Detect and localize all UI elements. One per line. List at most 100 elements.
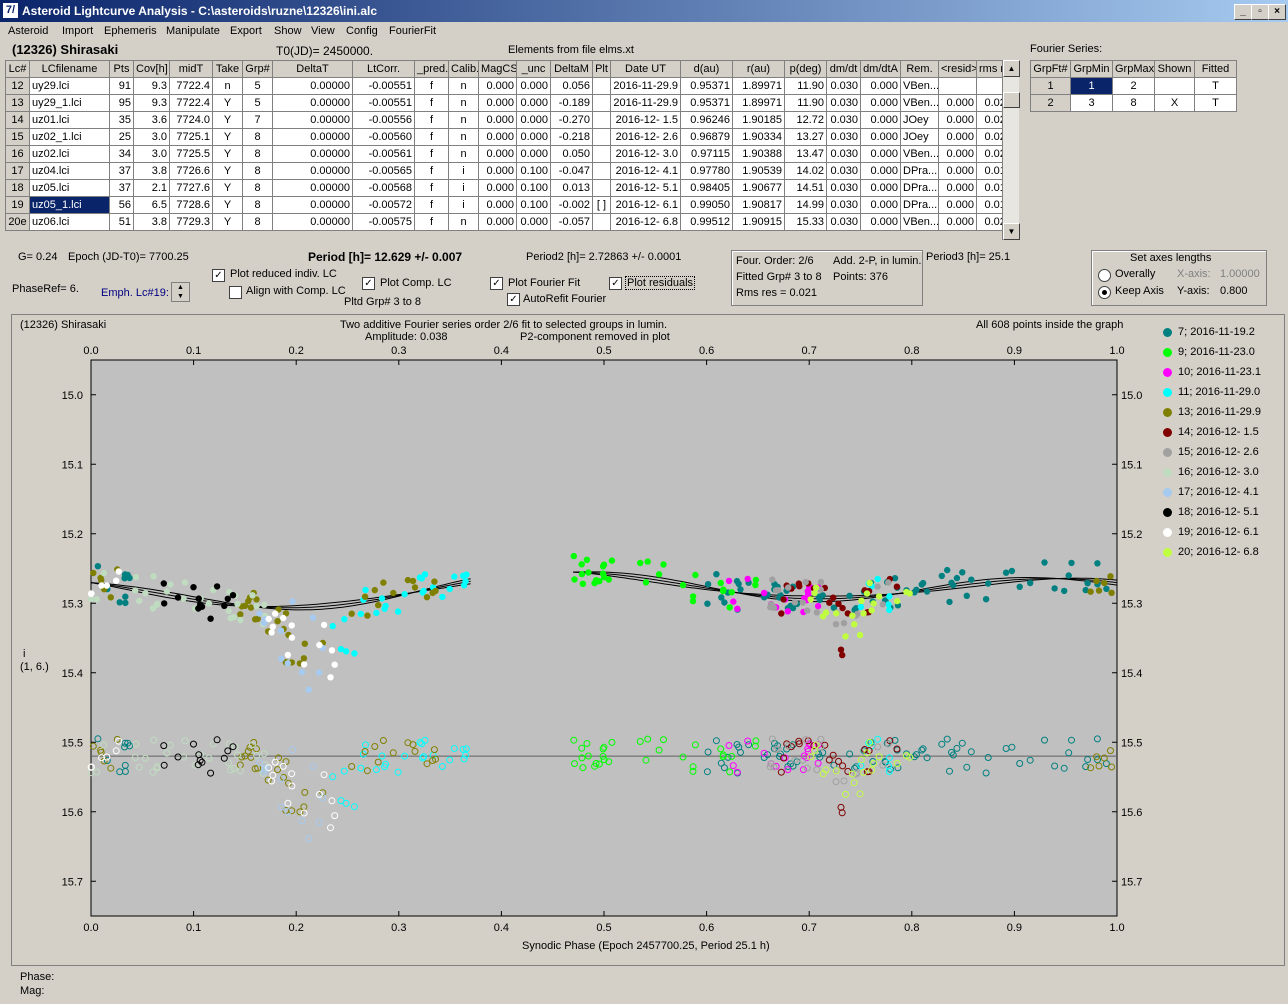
lc-column-header[interactable]: Grp# (242, 60, 273, 78)
lc-column-header[interactable]: d(au) (680, 60, 733, 78)
lc-table-row[interactable]: 20e uz06.lci 51 3.8 7729.3 Y 8 0.00000 -0.00575 f… (5, 213, 1005, 231)
lc-cell[interactable]: i (448, 179, 479, 197)
lc-cell[interactable]: 0.00000 (272, 196, 353, 214)
lc-cell[interactable]: 0.028 (976, 128, 1005, 146)
lc-cell[interactable]: 9.3 (133, 77, 170, 95)
lc-cell[interactable]: 0.022 (976, 111, 1005, 129)
fs-cell[interactable]: 3 (1070, 94, 1113, 112)
lc-cell[interactable]: 0.000 (516, 94, 551, 112)
lc-cell[interactable]: 2016-12- 3.0 (610, 145, 681, 163)
autorefit-checkbox[interactable]: ✓ (507, 293, 520, 306)
lc-cell[interactable]: 0.000 (516, 213, 551, 231)
lc-cell[interactable]: 0.000 (478, 213, 517, 231)
fs-column-header[interactable]: Fitted (1194, 60, 1237, 78)
lc-cell[interactable]: 7724.0 (169, 111, 213, 129)
lc-cell[interactable] (592, 145, 611, 163)
lc-cell[interactable]: 91 (109, 77, 134, 95)
lc-cell[interactable]: f (414, 77, 449, 95)
lc-cell[interactable]: 1.89971 (732, 77, 785, 95)
lc-cell[interactable]: -0.00556 (352, 111, 415, 129)
lc-cell[interactable]: 0.050 (550, 145, 593, 163)
lc-cell[interactable]: f (414, 213, 449, 231)
menu-ephemeris[interactable]: Ephemeris (104, 25, 157, 37)
lc-cell[interactable]: 2016-12- 6.1 (610, 196, 681, 214)
fs-cell[interactable]: 1 (1070, 77, 1113, 95)
lc-cell[interactable]: 0.000 (938, 213, 977, 231)
lc-cell[interactable]: -0.00551 (352, 77, 415, 95)
lc-cell[interactable]: -0.218 (550, 128, 593, 146)
lc-cell[interactable]: 1.90817 (732, 196, 785, 214)
lc-cell[interactable]: 15.33 (784, 213, 827, 231)
lc-cell[interactable]: 0.000 (860, 128, 901, 146)
lc-cell[interactable]: 0.00000 (272, 128, 353, 146)
overally-radio[interactable] (1098, 269, 1111, 282)
lc-cell[interactable]: Y (212, 213, 243, 231)
lc-cell[interactable]: n (448, 213, 479, 231)
lc-cell[interactable]: uz06.lci (29, 213, 110, 231)
lc-cell[interactable]: f (414, 94, 449, 112)
lc-cell[interactable]: 0.030 (826, 196, 861, 214)
lc-table-row[interactable]: 17 uz04.lci 37 3.8 7726.6 Y 8 0.00000 -0.00565 f i… (5, 162, 1005, 180)
lc-cell[interactable]: 0.026 (976, 213, 1005, 231)
lc-cell[interactable]: -0.270 (550, 111, 593, 129)
lc-cell[interactable]: uz05_1.lci (29, 196, 110, 214)
lc-cell[interactable]: n (212, 77, 243, 95)
lc-cell[interactable]: -0.00551 (352, 94, 415, 112)
lc-cell[interactable]: n (448, 77, 479, 95)
lc-cell[interactable]: 0.030 (826, 145, 861, 163)
menu-export[interactable]: Export (230, 25, 262, 37)
lc-cell[interactable]: 0.98405 (680, 179, 733, 197)
fs-cell[interactable]: T (1194, 94, 1237, 112)
lc-cell[interactable] (592, 179, 611, 197)
fs-column-header[interactable]: GrpFt# (1030, 60, 1071, 78)
lc-column-header[interactable]: Take (212, 60, 243, 78)
lc-cell[interactable]: f (414, 111, 449, 129)
lc-cell[interactable]: 0.029 (976, 145, 1005, 163)
lc-cell[interactable]: 0.000 (938, 162, 977, 180)
lc-cell[interactable]: 0.030 (826, 162, 861, 180)
lc-cell[interactable]: 0.000 (478, 111, 517, 129)
menu-import[interactable]: Import (62, 25, 94, 37)
lc-cell[interactable]: 2.1 (133, 179, 170, 197)
lc-cell[interactable]: 0.018 (976, 162, 1005, 180)
lc-cell[interactable]: 7725.5 (169, 145, 213, 163)
lc-cell[interactable]: 0.96879 (680, 128, 733, 146)
lc-cell[interactable]: 1.90388 (732, 145, 785, 163)
scroll-thumb[interactable] (1003, 92, 1020, 108)
table-scrollbar[interactable]: ▲ ▼ (1002, 60, 1020, 240)
lc-table-row[interactable]: 18 uz05.lci 37 2.1 7727.6 Y 8 0.00000 -0.00568 f i… (5, 179, 1005, 197)
lc-cell[interactable]: 3.6 (133, 111, 170, 129)
minimize-button[interactable]: _ (1234, 4, 1252, 20)
lc-cell[interactable]: VBen... (900, 213, 939, 231)
lc-column-header[interactable]: Cov[h] (133, 60, 170, 78)
lc-cell[interactable]: uz02_1.lci (29, 128, 110, 146)
lc-cell[interactable]: 0.000 (860, 77, 901, 95)
lc-cell[interactable]: -0.00572 (352, 196, 415, 214)
lc-cell[interactable]: 18 (5, 179, 30, 197)
lc-cell[interactable]: n (448, 145, 479, 163)
lc-cell[interactable]: 0.000 (938, 94, 977, 112)
lc-cell[interactable]: 0.013 (976, 196, 1005, 214)
lc-cell[interactable]: 0.056 (550, 77, 593, 95)
plot-comp-checkbox[interactable]: ✓ (362, 277, 375, 290)
lc-cell[interactable]: 5 (242, 94, 273, 112)
lc-cell[interactable]: 0.00000 (272, 213, 353, 231)
lc-cell[interactable]: -0.00560 (352, 128, 415, 146)
lc-cell[interactable]: 13.27 (784, 128, 827, 146)
lc-cell[interactable]: uz01.lci (29, 111, 110, 129)
lc-cell[interactable]: Y (212, 94, 243, 112)
menu-config[interactable]: Config (346, 25, 378, 37)
lc-cell[interactable]: 0.013 (976, 179, 1005, 197)
lc-cell[interactable]: 7729.3 (169, 213, 213, 231)
lc-cell[interactable]: 14.99 (784, 196, 827, 214)
lc-cell[interactable]: 0.030 (826, 77, 861, 95)
lc-table-row[interactable]: 13 uy29_1.lci 95 9.3 7722.4 Y 5 0.00000 -0.00551… (5, 94, 1005, 112)
lc-cell[interactable]: DPra... (900, 179, 939, 197)
lc-cell[interactable]: 1.90185 (732, 111, 785, 129)
lightcurve-table[interactable]: Lc# LCfilename Pts Cov[h] midT Take Grp# DeltaT… (5, 60, 1005, 240)
lc-cell[interactable]: 14.51 (784, 179, 827, 197)
emph-spinner[interactable]: ▲ ▼ (171, 282, 190, 302)
keep-axis-radio[interactable] (1098, 286, 1111, 299)
lc-cell[interactable]: Y (212, 179, 243, 197)
